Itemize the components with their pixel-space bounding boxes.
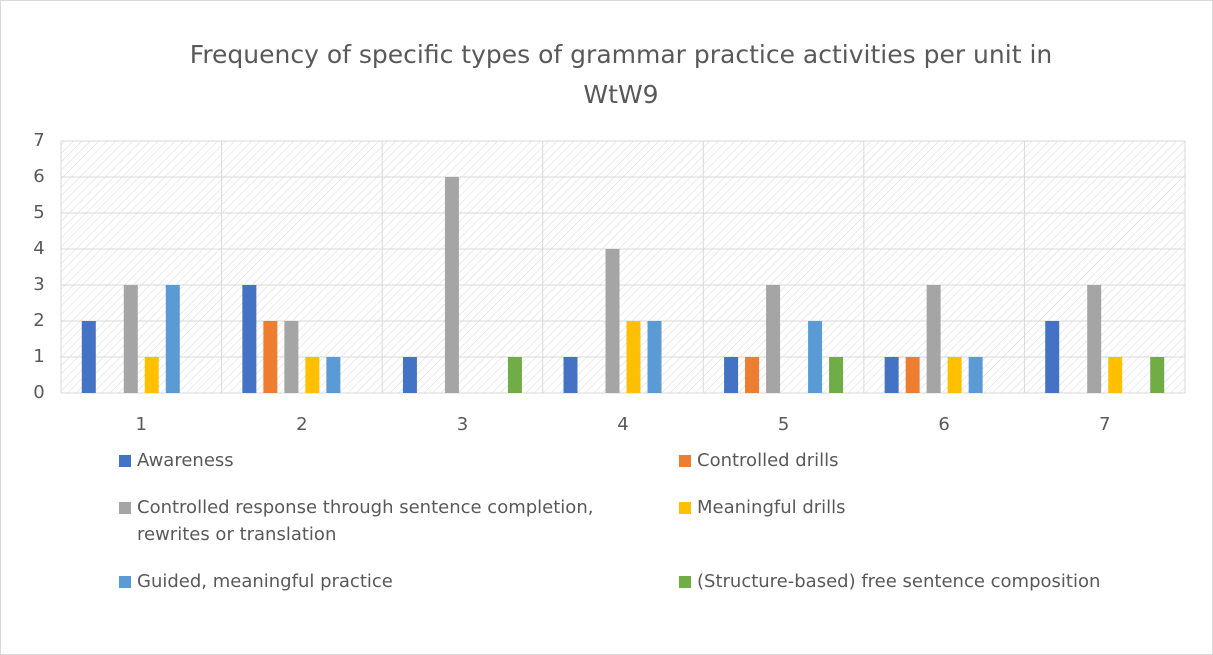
bar xyxy=(242,285,257,393)
y-tick-label: 4 xyxy=(33,238,44,259)
legend: Awareness Controlled drills Controlled res… xyxy=(119,447,1179,595)
legend-label: Controlled drills xyxy=(697,450,839,471)
bar xyxy=(326,357,341,393)
legend-swatch xyxy=(119,576,131,588)
bar xyxy=(829,357,844,393)
x-tick-label: 5 xyxy=(778,414,789,435)
bar xyxy=(968,357,983,393)
y-tick-label: 0 xyxy=(33,382,44,403)
bar xyxy=(605,249,620,393)
legend-item: Awareness xyxy=(119,447,679,474)
bar xyxy=(647,321,662,393)
bar xyxy=(724,357,739,393)
bar xyxy=(144,357,159,393)
legend-swatch xyxy=(679,502,691,514)
bar xyxy=(1108,357,1123,393)
bar xyxy=(745,357,760,393)
legend-item: (Structure-based) free sentence composit… xyxy=(679,568,1179,595)
bar xyxy=(766,285,781,393)
y-tick-label: 1 xyxy=(33,346,44,367)
legend-swatch xyxy=(119,455,131,467)
bar xyxy=(123,285,138,393)
legend-label: Guided, meaningful practice xyxy=(137,571,393,592)
legend-label: Awareness xyxy=(137,450,234,471)
y-tick-label: 6 xyxy=(33,166,44,187)
chart-title: Frequency of specific types of grammar p… xyxy=(189,40,1053,109)
x-tick-label: 2 xyxy=(296,414,307,435)
bar xyxy=(1045,321,1060,393)
bar xyxy=(626,321,641,393)
legend-item: Controlled response through sentence com… xyxy=(119,494,679,548)
plot-background xyxy=(61,141,1185,393)
x-tick-label: 7 xyxy=(1099,414,1110,435)
bar xyxy=(402,357,417,393)
bar xyxy=(926,285,941,393)
bar xyxy=(284,321,299,393)
bar xyxy=(444,177,459,393)
legend-label: Meaningful drills xyxy=(697,497,846,518)
bar xyxy=(884,357,899,393)
bar xyxy=(1087,285,1102,393)
bar xyxy=(81,321,96,393)
bar xyxy=(507,357,522,393)
legend-swatch xyxy=(679,455,691,467)
bar xyxy=(1150,357,1165,393)
legend-swatch xyxy=(119,502,131,514)
x-tick-label: 4 xyxy=(617,414,628,435)
x-tick-label: 6 xyxy=(938,414,949,435)
bar xyxy=(305,357,320,393)
legend-label: (Structure-based) free sentence composit… xyxy=(697,571,1101,592)
bar xyxy=(905,357,920,393)
x-tick-label: 1 xyxy=(136,414,147,435)
legend-item: Controlled drills xyxy=(679,447,1179,474)
y-tick-label: 7 xyxy=(33,130,44,151)
bar xyxy=(165,285,180,393)
legend-swatch xyxy=(679,576,691,588)
legend-label: Controlled response through sentence com… xyxy=(137,497,594,545)
y-tick-label: 2 xyxy=(33,310,44,331)
x-tick-label: 3 xyxy=(457,414,468,435)
legend-item: Meaningful drills xyxy=(679,494,1179,548)
y-tick-label: 3 xyxy=(33,274,44,295)
bar xyxy=(808,321,823,393)
legend-item: Guided, meaningful practice xyxy=(119,568,679,595)
bar xyxy=(263,321,278,393)
y-tick-label: 5 xyxy=(33,202,44,223)
bar xyxy=(947,357,962,393)
bar xyxy=(563,357,578,393)
